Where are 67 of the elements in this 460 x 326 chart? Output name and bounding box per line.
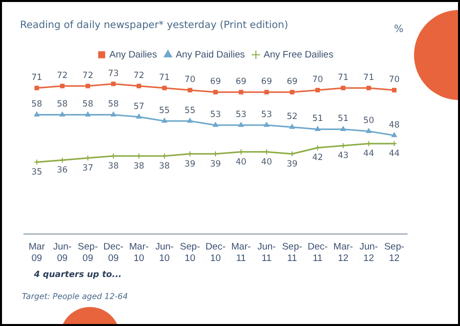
data-label: 50 bbox=[363, 116, 374, 126]
data-label: 55 bbox=[159, 106, 170, 116]
data-label: 39 bbox=[286, 159, 298, 170]
data-label: 51 bbox=[312, 114, 324, 124]
data-label: 69 bbox=[236, 77, 246, 88]
data-label: 37 bbox=[82, 163, 94, 174]
data-label: 42 bbox=[312, 153, 324, 164]
data-label: 40 bbox=[261, 157, 272, 168]
chart-title: Reading of daily newspaper* yesterday (Print edition) bbox=[20, 20, 288, 31]
data-label: 70 bbox=[312, 75, 324, 86]
data-label: 72 bbox=[133, 70, 144, 81]
data-label: 38 bbox=[108, 161, 119, 172]
data-label: 44 bbox=[363, 149, 374, 160]
x-tick-label: Sep-12 bbox=[384, 242, 404, 264]
x-tick-label: Sep-11 bbox=[282, 242, 302, 264]
x-tick-label: Jun-09 bbox=[53, 242, 72, 264]
data-label: 36 bbox=[56, 166, 68, 176]
x-tick-label: Dec-11 bbox=[308, 242, 328, 264]
x-tick-label: Mar 09 bbox=[28, 242, 45, 264]
data-label: 70 bbox=[184, 75, 196, 86]
data-label: 40 bbox=[236, 157, 246, 168]
data-label: 51 bbox=[338, 114, 349, 124]
data-label: 48 bbox=[388, 120, 400, 130]
data-label: 53 bbox=[236, 110, 246, 120]
x-tick-label: Jun-10 bbox=[155, 242, 174, 264]
data-label: 69 bbox=[286, 77, 298, 88]
data-label: 69 bbox=[261, 77, 272, 88]
x-tick-label: Jun-12 bbox=[359, 242, 378, 264]
data-label: 71 bbox=[31, 72, 42, 83]
legend-label: Any Free Dailies bbox=[264, 49, 334, 60]
data-label: 72 bbox=[56, 70, 68, 81]
data-label: 73 bbox=[108, 68, 119, 79]
data-label: 58 bbox=[82, 100, 94, 110]
data-label: 43 bbox=[338, 151, 349, 162]
data-label: 39 bbox=[210, 159, 221, 170]
x-tick-label: Dec-10 bbox=[205, 242, 226, 264]
data-label: 58 bbox=[108, 100, 119, 110]
data-label: 44 bbox=[388, 149, 400, 160]
data-label: 71 bbox=[363, 72, 374, 83]
data-label: 35 bbox=[31, 168, 42, 178]
data-label: 53 bbox=[210, 110, 221, 120]
x-tick-label: Mar-10 bbox=[129, 242, 149, 264]
data-label: 58 bbox=[31, 100, 42, 110]
x-tick-label: Dec-09 bbox=[103, 242, 124, 264]
data-label: 70 bbox=[388, 75, 400, 86]
x-tick-label: Mar-11 bbox=[231, 242, 251, 264]
legend-label: Any Dailies bbox=[109, 49, 158, 60]
data-label: 55 bbox=[184, 106, 196, 116]
data-label: 53 bbox=[261, 110, 272, 120]
text: 4 quarters up to... bbox=[34, 270, 122, 280]
data-label: 38 bbox=[133, 161, 144, 172]
text: % bbox=[394, 24, 404, 35]
data-label: 58 bbox=[56, 100, 68, 110]
data-label: 71 bbox=[338, 72, 349, 83]
data-label: 52 bbox=[286, 112, 298, 122]
data-label: 57 bbox=[133, 102, 144, 112]
x-tick-label: Mar-12 bbox=[333, 242, 353, 264]
data-label: 71 bbox=[159, 72, 170, 83]
data-label: 38 bbox=[159, 161, 170, 172]
data-label: 39 bbox=[184, 159, 196, 170]
data-label: 72 bbox=[82, 70, 94, 81]
data-label: 69 bbox=[210, 77, 221, 88]
x-tick-label: Sep-10 bbox=[180, 242, 200, 264]
legend-label: Any Paid Dailies bbox=[176, 49, 246, 60]
text: Target: People aged 12-64 bbox=[22, 292, 128, 301]
x-tick-label: Sep-09 bbox=[78, 242, 98, 264]
x-tick-label: Jun-11 bbox=[257, 242, 276, 264]
